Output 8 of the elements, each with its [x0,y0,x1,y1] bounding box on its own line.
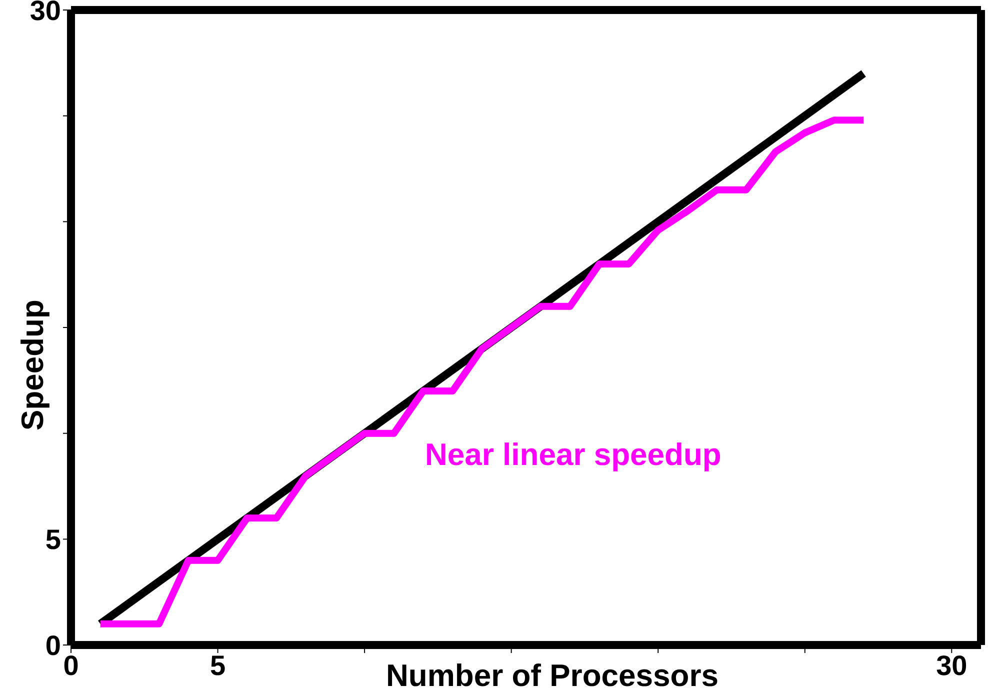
x-tick-label: 5 [210,650,226,681]
y-tick-label: 5 [45,524,61,556]
series-label: Near linear speedup [425,437,722,473]
y-axis-title: Speedup [15,300,51,430]
y-tick-label: 30 [30,0,61,26]
y-tick-label: 0 [45,630,61,661]
x-tick-label: 30 [936,650,968,681]
x-axis-title: Number of Processors [386,658,718,694]
